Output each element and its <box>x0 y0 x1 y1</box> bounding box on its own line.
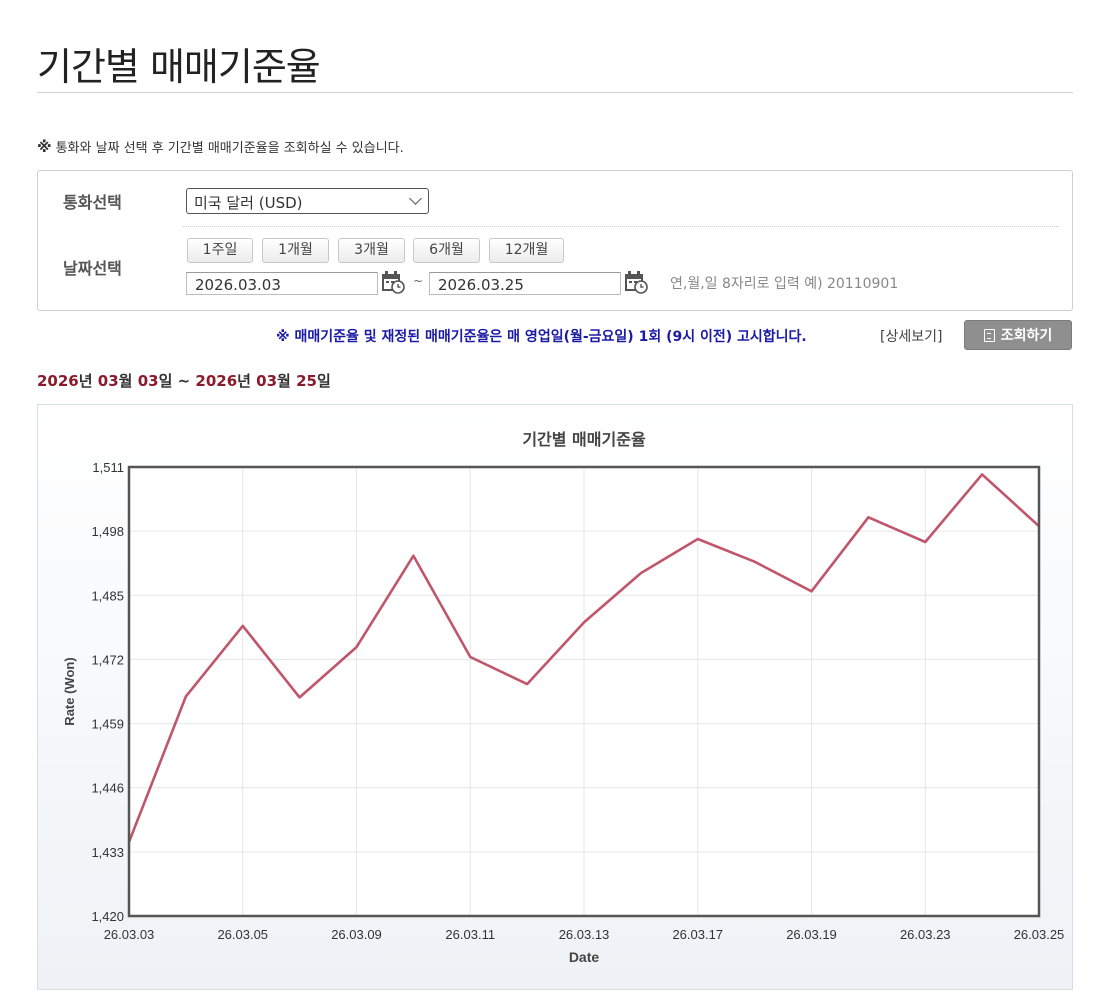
row-divider <box>183 226 1059 227</box>
period-button-1month[interactable]: 1개월 <box>262 238 329 263</box>
page-title: 기간별 매매기준율 <box>37 45 321 89</box>
period-button-3months[interactable]: 3개월 <box>338 238 405 263</box>
currency-select[interactable]: 미국 달러 (USD) <box>186 188 429 214</box>
plot-border <box>127 465 1041 918</box>
chart-title: 기간별 매매기준율 <box>522 430 646 449</box>
title-divider <box>37 92 1073 93</box>
date-format-hint: 연,월,일 8자리로 입력 예) 20110901 <box>670 276 899 292</box>
range-unit: 월 <box>277 372 297 390</box>
period-button-12months[interactable]: 12개월 <box>489 238 564 263</box>
date-label: 날짜선택 <box>63 259 122 278</box>
x-tick-label: 26.03.17 <box>672 927 723 942</box>
range-unit: 년 <box>237 372 257 390</box>
calendar-icon[interactable] <box>381 270 405 294</box>
y-tick-label: 1,498 <box>91 524 124 539</box>
y-tick-label: 1,485 <box>91 588 124 603</box>
range-unit: 일 <box>316 372 331 390</box>
range-end-day: 25 <box>296 372 317 390</box>
chevron-down-icon <box>409 192 422 205</box>
x-tick-label: 26.03.09 <box>331 927 382 942</box>
notice-mark: ※ <box>37 138 52 156</box>
search-panel: 통화선택 미국 달러 (USD) 날짜선택 1주일 1개월 3개월 6개월 12… <box>37 170 1073 311</box>
range-unit: 년 <box>78 372 98 390</box>
currency-label: 통화선택 <box>63 193 122 212</box>
calendar-icon[interactable] <box>624 270 648 294</box>
x-tick-label: 26.03.11 <box>445 927 495 942</box>
rate-announcement-notice: ※ 매매기준율 및 재정된 매매기준율은 매 영업일(월-금요일) 1회 (9시… <box>276 329 807 345</box>
y-tick-label: 1,511 <box>92 460 124 475</box>
x-tick-label: 26.03.23 <box>900 927 951 942</box>
currency-select-value: 미국 달러 (USD) <box>194 194 303 212</box>
detail-link[interactable]: [상세보기] <box>880 329 943 345</box>
y-tick-label: 1,433 <box>91 845 124 860</box>
range-start-year: 2026 <box>37 372 79 390</box>
range-unit: 일 ~ <box>158 372 196 390</box>
x-axis-label: Date <box>569 949 600 965</box>
range-end-month: 03 <box>256 372 278 390</box>
range-start-day: 03 <box>137 372 159 390</box>
x-tick-label: 26.03.03 <box>104 927 155 942</box>
search-button-label: 조회하기 <box>1000 328 1053 344</box>
x-tick-label: 26.03.05 <box>217 927 268 942</box>
date-range-tilde: ~ <box>413 274 424 288</box>
y-axis-label: Rate (Won) <box>62 657 77 725</box>
period-button-6months[interactable]: 6개월 <box>413 238 480 263</box>
chart-panel: 1,420 1,433 1,446 1,459 1,472 1,485 1,498 1,511… <box>37 404 1073 990</box>
rate-line-chart: 1,420 1,433 1,446 1,459 1,472 1,485 1,498 1,511… <box>62 430 1065 965</box>
y-tick-label: 1,446 <box>91 781 124 796</box>
x-tick-label: 26.03.25 <box>1014 927 1065 942</box>
y-tick-label: 1,459 <box>91 717 124 732</box>
period-button-1week[interactable]: 1주일 <box>187 238 253 263</box>
notice-text: 통화와 날짜 선택 후 기간별 매매기준율을 조회하실 수 있습니다. <box>55 141 404 156</box>
range-start-month: 03 <box>97 372 119 390</box>
usage-notice: ※ 통화와 날짜 선택 후 기간별 매매기준율을 조회하실 수 있습니다. <box>37 137 404 156</box>
y-tick-label: 1,472 <box>91 652 124 667</box>
search-button[interactable]: 조회하기 <box>964 320 1072 350</box>
series-line <box>127 473 1040 843</box>
x-tick-label: 26.03.19 <box>786 927 837 942</box>
range-end-year: 2026 <box>195 372 238 390</box>
date-range-summary: 2026년 03월 03일 ~ 2026년 03월 25일 <box>37 370 331 391</box>
x-tick-label: 26.03.13 <box>559 927 610 942</box>
y-tick-label: 1,420 <box>91 909 124 924</box>
range-unit: 월 <box>118 372 138 390</box>
start-date-input[interactable]: 2026.03.03 <box>186 272 378 295</box>
document-icon <box>983 329 995 342</box>
end-date-input[interactable]: 2026.03.25 <box>429 272 621 295</box>
